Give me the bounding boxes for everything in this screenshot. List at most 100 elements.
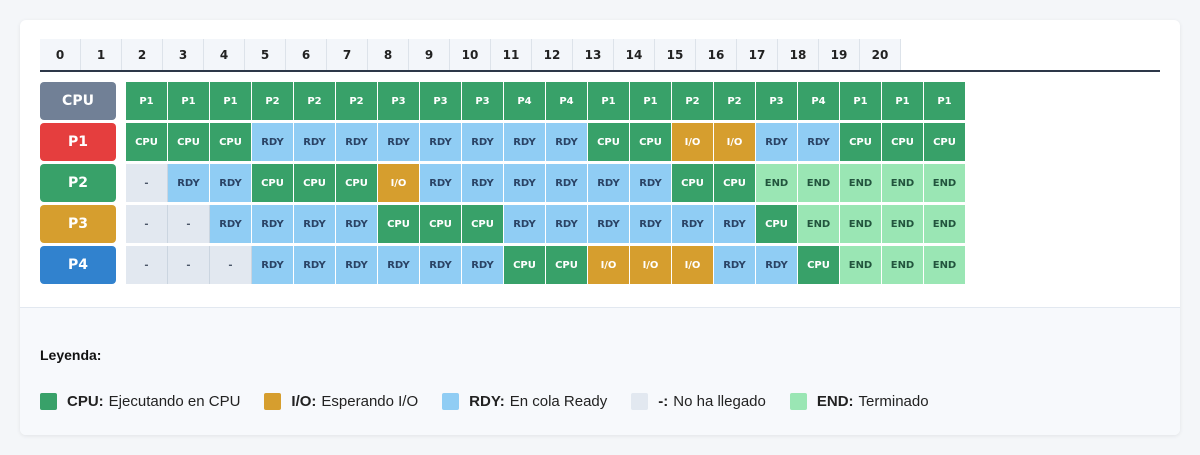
legend-code: I/O:: [291, 393, 317, 410]
legend-text: Terminado: [858, 393, 929, 410]
row-label: P3: [40, 205, 116, 243]
legend-text: Esperando I/O: [321, 393, 419, 410]
gantt-cell: CPU: [126, 123, 168, 161]
gantt-cell: P1: [630, 82, 672, 120]
gantt-cell: END: [840, 246, 882, 284]
gantt-cell: I/O: [378, 164, 420, 202]
gantt-cell: RDY: [630, 164, 672, 202]
gantt-cell: -: [168, 246, 210, 284]
legend-code: END:: [816, 393, 854, 410]
legend-code: RDY:: [469, 393, 505, 410]
gantt-cell: P4: [798, 82, 840, 120]
gantt-cell: RDY: [462, 123, 504, 161]
timeline-tick: 11: [491, 39, 532, 71]
scheduling-diagram-card: 0 1 2 3 4 5 6 7 8 9 10 11 12 13 14 15 16 17 18 19 20 CPU P1 P1…: [20, 20, 1180, 435]
timeline-tick: 12: [532, 39, 573, 71]
gantt-row-p2: P2- RDY RDY CPU CPU CPU I/O RDY RDY RDY RDY RDY RDY C…: [40, 164, 966, 202]
gantt-cell: RDY: [462, 246, 504, 284]
gantt-row-p1: P1 CPU CPU CPU RDY RDY RDY RDY RDY RDY RDY RDY CPU CP…: [40, 123, 966, 161]
timeline-tick: 1: [81, 39, 122, 71]
gantt-cell: CPU: [504, 246, 546, 284]
gantt-cell: RDY: [588, 164, 630, 202]
timeline-tick: 5: [245, 39, 286, 71]
gantt-cell: RDY: [504, 205, 546, 243]
gantt-cell: -: [126, 164, 168, 202]
gantt-cell: RDY: [378, 246, 420, 284]
legend-code: -:: [658, 393, 669, 410]
gantt-cell: P1: [840, 82, 882, 120]
legend-panel: Leyenda: CPU: Ejecutando en CPU I/O: Espera…: [20, 307, 1180, 435]
gantt-cell: END: [882, 246, 924, 284]
timeline-tick: 3: [163, 39, 204, 71]
gantt-cell: END: [798, 205, 840, 243]
timeline-tick: 6: [286, 39, 327, 71]
gantt-cell: RDY: [630, 205, 672, 243]
gantt-cell: RDY: [252, 205, 294, 243]
legend-item: -: No ha llegado: [631, 393, 766, 410]
gantt-cell: RDY: [210, 164, 252, 202]
gantt-cell: RDY: [336, 246, 378, 284]
legend-item: RDY: En cola Ready: [442, 393, 607, 410]
gantt-cell: I/O: [630, 246, 672, 284]
timeline-tick: 16: [696, 39, 737, 71]
gantt-cell: RDY: [336, 123, 378, 161]
gantt-cell: RDY: [420, 164, 462, 202]
legend-swatch: [789, 393, 807, 410]
gantt-cell: -: [210, 246, 252, 284]
gantt-cell: END: [882, 164, 924, 202]
row-label: P2: [40, 164, 116, 202]
gantt-cell: CPU: [756, 205, 798, 243]
gantt-cell: END: [756, 164, 798, 202]
gantt-cell: END: [840, 205, 882, 243]
gantt-cell: P3: [420, 82, 462, 120]
legend-item: CPU: Ejecutando en CPU: [40, 393, 240, 410]
timeline-tick: 13: [573, 39, 614, 71]
gantt-cell: P1: [126, 82, 168, 120]
gantt-cell: RDY: [168, 164, 210, 202]
legend-title: Leyenda:: [40, 347, 102, 363]
gantt-cell: CPU: [420, 205, 462, 243]
gantt-cell: P1: [588, 82, 630, 120]
gantt-cell: P2: [294, 82, 336, 120]
gantt-cell: END: [924, 164, 966, 202]
gantt-cell: RDY: [378, 123, 420, 161]
legend-swatch: [264, 393, 282, 410]
gantt-cell: RDY: [546, 164, 588, 202]
gantt-cell: RDY: [756, 123, 798, 161]
gantt-cell: I/O: [672, 123, 714, 161]
timeline-tick: 9: [409, 39, 450, 71]
legend-swatch: [442, 393, 460, 410]
legend-swatch: [631, 393, 649, 410]
gantt-cell: RDY: [546, 123, 588, 161]
timeline-tick: 18: [778, 39, 819, 71]
legend-text: En cola Ready: [509, 393, 608, 410]
gantt-cell: CPU: [294, 164, 336, 202]
gantt-cell: CPU: [882, 123, 924, 161]
timeline-tick: 8: [368, 39, 409, 71]
gantt-cell: END: [924, 205, 966, 243]
gantt-cell: CPU: [462, 205, 504, 243]
gantt-cell: I/O: [672, 246, 714, 284]
gantt-cell: P3: [462, 82, 504, 120]
gantt-cell: CPU: [714, 164, 756, 202]
row-label: P4: [40, 246, 116, 284]
gantt-cell: P1: [882, 82, 924, 120]
gantt-cell: P4: [504, 82, 546, 120]
legend-list: CPU: Ejecutando en CPU I/O: Esperando I/O RD…: [40, 393, 953, 410]
gantt-row-p3: P3- - RDY RDY RDY RDY CPU CPU CPU RDY RDY RDY RDY RDY…: [40, 205, 966, 243]
legend-item: I/O: Esperando I/O: [264, 393, 418, 410]
timeline-tick: 19: [819, 39, 860, 71]
gantt-cell: CPU: [588, 123, 630, 161]
gantt-cell: END: [840, 164, 882, 202]
gantt-cell: P2: [252, 82, 294, 120]
gantt-cell: RDY: [462, 164, 504, 202]
gantt-cell: RDY: [252, 123, 294, 161]
gantt-cell: P1: [924, 82, 966, 120]
gantt-cell: END: [924, 246, 966, 284]
gantt-cell: P3: [756, 82, 798, 120]
legend-text: Ejecutando en CPU: [108, 393, 241, 410]
gantt-cell: CPU: [546, 246, 588, 284]
gantt-cell: P1: [168, 82, 210, 120]
gantt-cell: END: [882, 205, 924, 243]
row-label: CPU: [40, 82, 116, 120]
